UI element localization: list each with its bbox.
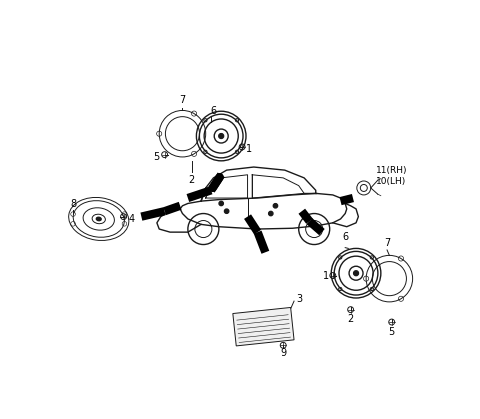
Circle shape: [354, 271, 359, 276]
Text: 11(RH): 11(RH): [376, 166, 408, 175]
Circle shape: [219, 201, 223, 206]
Text: 8: 8: [70, 199, 76, 209]
Circle shape: [219, 134, 224, 138]
Text: 2: 2: [348, 314, 354, 324]
Text: 1: 1: [246, 144, 252, 154]
Text: 7: 7: [180, 95, 186, 105]
Text: 9: 9: [280, 348, 286, 358]
Text: 6: 6: [210, 106, 216, 116]
Text: 6: 6: [342, 232, 348, 242]
Text: 1: 1: [323, 271, 329, 281]
Circle shape: [273, 204, 277, 208]
Text: 4: 4: [128, 214, 134, 224]
Bar: [233, 308, 294, 346]
Text: 3: 3: [296, 294, 302, 304]
Ellipse shape: [96, 217, 101, 221]
Circle shape: [225, 209, 229, 213]
Text: 5: 5: [153, 152, 159, 162]
Text: 5: 5: [389, 327, 395, 337]
Text: 2: 2: [189, 175, 195, 185]
Text: 10(LH): 10(LH): [376, 177, 407, 186]
Circle shape: [269, 211, 273, 216]
Text: 7: 7: [384, 238, 390, 248]
